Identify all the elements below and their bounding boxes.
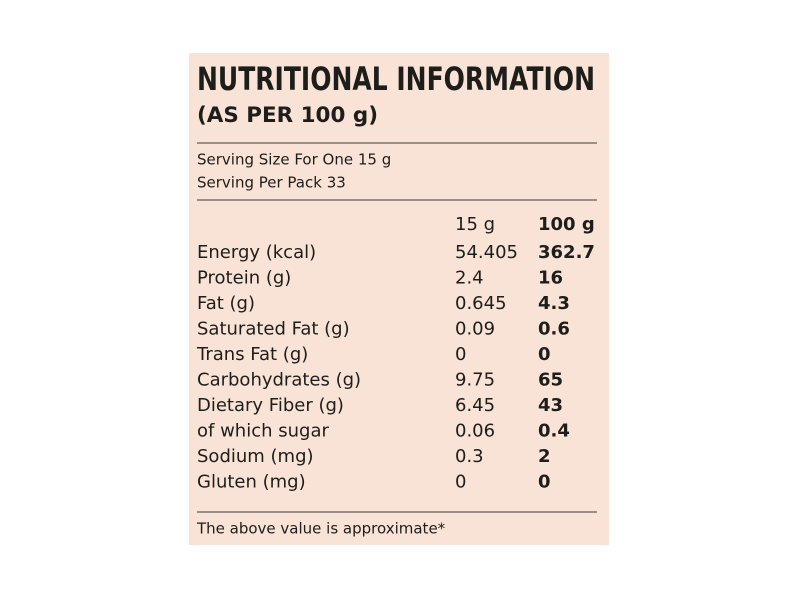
nutrient-name: Trans Fat (g) xyxy=(196,344,308,365)
value-100g: 16 xyxy=(538,268,563,289)
label-panel xyxy=(189,53,609,545)
column-header: 15 g xyxy=(455,214,495,235)
nutrient-name: Dietary Fiber (g) xyxy=(197,395,344,416)
value-100g: 0.6 xyxy=(538,319,570,340)
nutrient-name: Gluten (mg) xyxy=(197,472,306,493)
value-100g: 2 xyxy=(538,446,551,467)
nutrient-name: Energy (kcal) xyxy=(197,242,316,263)
nutrient-rows: Energy (kcal) 54.405 362.7 Protein (g) 2.4 16… xyxy=(196,242,595,493)
value-100g: 43 xyxy=(538,395,563,416)
value-100g: 0 xyxy=(538,344,551,365)
subtitle: (AS PER 100 g) xyxy=(197,103,378,127)
footer-note: The above value is approximate* xyxy=(196,520,446,538)
value-15g: 54.405 xyxy=(455,242,518,263)
value-15g: 9.75 xyxy=(455,370,495,391)
value-15g: 0.645 xyxy=(455,293,507,314)
nutrient-name: Protein (g) xyxy=(197,268,291,289)
column-header: 100 g xyxy=(538,214,595,235)
value-100g: 362.7 xyxy=(538,242,595,263)
value-15g: 2.4 xyxy=(455,268,484,289)
value-15g: 0.09 xyxy=(455,319,495,340)
serving-per-pack: Serving Per Pack 33 xyxy=(197,174,346,192)
value-15g: 0.3 xyxy=(455,446,484,467)
nutrient-name: Carbohydrates (g) xyxy=(197,370,361,391)
nutrient-name: Sodium (mg) xyxy=(197,446,314,467)
value-100g: 0 xyxy=(538,472,551,493)
serving-size: Serving Size For One 15 g xyxy=(197,151,391,169)
title: NUTRITIONAL INFORMATION xyxy=(197,60,595,98)
value-100g: 65 xyxy=(538,370,563,391)
nutrient-name: Fat (g) xyxy=(197,293,255,314)
value-100g: 0.4 xyxy=(538,421,570,442)
value-100g: 4.3 xyxy=(538,293,570,314)
value-15g: 0 xyxy=(455,344,466,365)
value-15g: 0 xyxy=(455,472,466,493)
nutrient-name: of which sugar xyxy=(197,421,329,442)
value-15g: 6.45 xyxy=(455,395,495,416)
value-15g: 0.06 xyxy=(455,421,495,442)
nutrient-name: Saturated Fat (g) xyxy=(197,319,350,340)
